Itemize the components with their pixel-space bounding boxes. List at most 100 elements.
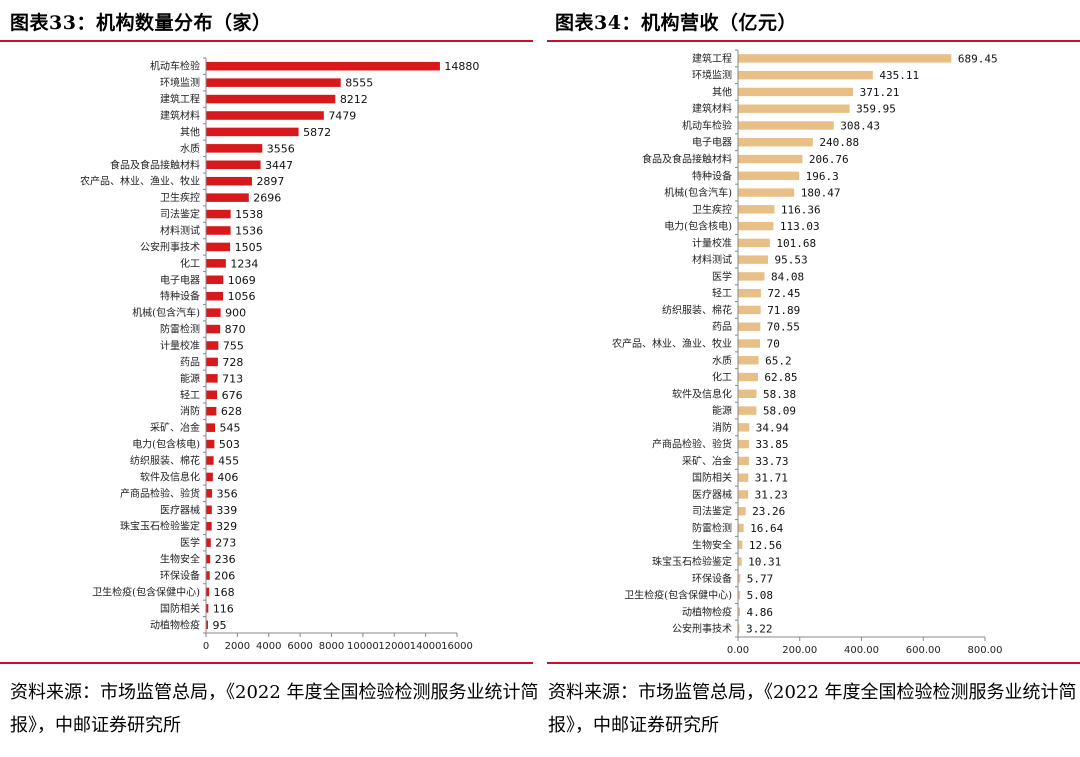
value-label: 180.47: [801, 187, 841, 200]
x-tick-label: 14000: [410, 641, 442, 652]
bar: [738, 255, 768, 264]
bar: [206, 604, 209, 613]
bar: [738, 356, 759, 365]
left-bar-chart: 机动车检验 14880 环境监测 8555 建筑工程 8212 建筑材料 7479 其他 5872…: [80, 57, 479, 652]
value-label: 72.45: [767, 287, 800, 300]
category-label: 食品及食品接触材料: [110, 158, 200, 171]
category-label: 生物安全: [160, 553, 200, 566]
value-label: 1069: [228, 274, 256, 287]
right-source-note: 资料来源：市场监管总局，《2022 年度全国检验检测服务业统计简报》，中邮证券研…: [548, 682, 1077, 736]
value-label: 339: [216, 504, 237, 517]
category-label: 化工: [712, 371, 732, 384]
category-label: 特种设备: [160, 290, 200, 303]
bar: [206, 226, 231, 235]
value-label: 2696: [253, 192, 281, 205]
category-label: 电力(包含核电): [664, 220, 732, 233]
bar: [206, 571, 210, 580]
bar: [206, 291, 224, 301]
value-label: 10.31: [748, 556, 781, 569]
value-label: 58.09: [763, 405, 796, 418]
x-tick-label: 16000: [441, 641, 473, 652]
category-label: 生物安全: [692, 538, 732, 551]
x-tick-label: 400.00: [844, 645, 879, 656]
bar: [738, 423, 750, 432]
bar: [738, 272, 765, 281]
category-label: 特种设备: [692, 169, 732, 182]
bar: [738, 154, 803, 164]
x-tick-label: 6000: [287, 641, 312, 652]
value-label: 71.89: [767, 304, 800, 317]
value-label: 455: [218, 455, 239, 468]
bar: [738, 305, 761, 315]
category-label: 机械(包含汽车): [664, 186, 732, 199]
value-label: 12.56: [749, 539, 782, 552]
category-label: 医疗器械: [160, 503, 200, 516]
value-label: 14880: [444, 60, 479, 73]
value-label: 728: [222, 356, 243, 369]
bar: [738, 540, 743, 549]
category-label: 消防: [180, 405, 200, 418]
category-label: 纺织服装、棉花: [662, 303, 732, 316]
category-label: 医疗器械: [692, 488, 732, 501]
bar: [206, 390, 218, 400]
left-chart-title: 图表33：机构数量分布（家）: [10, 12, 272, 34]
category-label: 材料测试: [692, 253, 732, 266]
bar: [206, 308, 221, 317]
value-label: 62.85: [764, 371, 797, 384]
category-label: 建筑材料: [692, 102, 732, 115]
bar: [738, 221, 774, 231]
value-label: 308.43: [840, 119, 880, 132]
bar: [738, 87, 854, 97]
bar: [206, 439, 215, 449]
bar: [206, 521, 212, 531]
left-source-note: 资料来源：市场监管总局，《2022 年度全国检验检测服务业统计简报》，中邮证券研…: [10, 682, 539, 736]
value-label: 870: [225, 323, 246, 336]
category-label: 产商品检验、验货: [652, 438, 732, 451]
bar: [738, 288, 761, 298]
bar: [738, 607, 741, 617]
x-tick-label: 10000: [347, 641, 379, 652]
category-label: 机械(包含汽车): [132, 306, 200, 319]
category-label: 卫生检疫(包含保健中心): [92, 585, 200, 598]
bar: [738, 70, 873, 80]
category-label: 产商品检验、验货: [120, 487, 200, 500]
value-label: 4.86: [747, 606, 774, 619]
right-title-rule: [547, 40, 1080, 42]
value-label: 755: [223, 340, 244, 353]
category-label: 建筑工程: [692, 52, 732, 65]
x-tick-label: 2000: [225, 641, 250, 652]
bar: [738, 54, 952, 63]
bar: [206, 341, 219, 350]
value-label: 34.94: [756, 421, 789, 434]
value-label: 5.08: [747, 589, 774, 602]
category-label: 化工: [180, 257, 200, 270]
bar: [738, 456, 749, 466]
value-label: 356: [217, 487, 238, 500]
category-label: 电子电器: [692, 136, 732, 149]
category-label: 建筑材料: [160, 109, 200, 122]
bar: [206, 242, 231, 252]
category-label: 动植物检疫: [150, 618, 200, 631]
value-label: 113.03: [780, 220, 820, 233]
value-label: 1056: [228, 290, 256, 303]
bar: [206, 538, 211, 547]
x-tick-label: 4000: [256, 641, 281, 652]
value-label: 70.55: [767, 321, 800, 334]
bar: [738, 339, 761, 348]
bar: [738, 121, 834, 130]
category-label: 其他: [180, 125, 200, 138]
bar: [206, 406, 217, 416]
value-label: 689.45: [958, 52, 998, 65]
category-label: 防雷检测: [160, 323, 200, 336]
value-label: 206.76: [809, 153, 849, 166]
category-label: 司法鉴定: [160, 208, 200, 221]
value-label: 1234: [230, 257, 258, 270]
bar: [738, 406, 757, 415]
category-label: 国防相关: [692, 471, 732, 484]
bar: [738, 590, 741, 600]
value-label: 95.53: [774, 254, 807, 267]
bar: [738, 507, 746, 516]
category-label: 珠宝玉石检验鉴定: [652, 555, 732, 568]
bar: [206, 160, 261, 170]
category-label: 能源: [712, 404, 732, 417]
